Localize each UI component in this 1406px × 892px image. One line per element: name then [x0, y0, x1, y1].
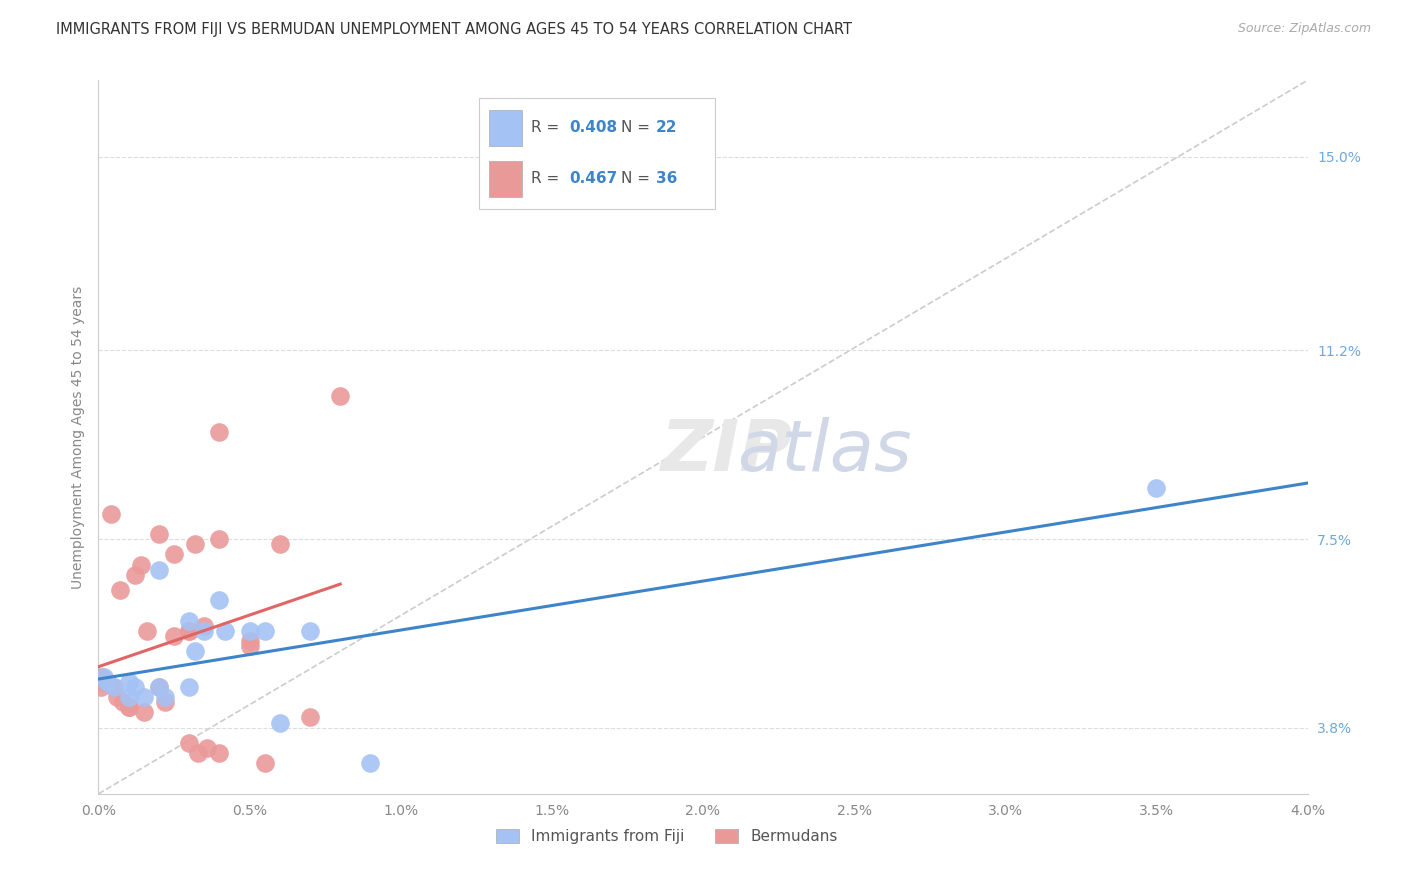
Point — [163, 547, 186, 561]
Legend: Immigrants from Fiji, Bermudans: Immigrants from Fiji, Bermudans — [489, 822, 844, 850]
Point — [153, 695, 176, 709]
Point — [148, 680, 170, 694]
Point — [208, 425, 231, 439]
Point — [148, 527, 170, 541]
Point — [187, 746, 209, 760]
Text: IMMIGRANTS FROM FIJI VS BERMUDAN UNEMPLOYMENT AMONG AGES 45 TO 54 YEARS CORRELAT: IMMIGRANTS FROM FIJI VS BERMUDAN UNEMPLO… — [56, 22, 852, 37]
Point — [93, 674, 115, 689]
Point — [269, 715, 291, 730]
Point — [329, 389, 352, 403]
Point — [135, 624, 157, 638]
Point — [90, 670, 112, 684]
Point — [179, 614, 201, 628]
Point — [184, 644, 207, 658]
Point — [214, 624, 236, 638]
Point — [124, 680, 146, 694]
Point — [193, 624, 215, 638]
Point — [105, 690, 128, 704]
Point — [96, 674, 118, 689]
Point — [239, 634, 262, 648]
Point — [1146, 481, 1168, 495]
Point — [239, 624, 262, 638]
Point — [96, 674, 118, 689]
Point — [239, 639, 262, 653]
Point — [129, 558, 152, 572]
Point — [360, 756, 382, 771]
Point — [208, 746, 231, 760]
Point — [93, 670, 115, 684]
Point — [299, 624, 322, 638]
Point — [153, 690, 176, 704]
Point — [124, 567, 146, 582]
Text: atlas: atlas — [737, 417, 911, 486]
Point — [184, 537, 207, 551]
Point — [299, 710, 322, 724]
Point — [253, 624, 276, 638]
Point — [103, 680, 125, 694]
Point — [118, 674, 141, 689]
Point — [208, 593, 231, 607]
Point — [163, 629, 186, 643]
Point — [179, 624, 201, 638]
Point — [148, 680, 170, 694]
Point — [103, 680, 125, 694]
Point — [179, 680, 201, 694]
Point — [179, 736, 201, 750]
Point — [132, 690, 155, 704]
Point — [111, 695, 134, 709]
Text: Source: ZipAtlas.com: Source: ZipAtlas.com — [1237, 22, 1371, 36]
Point — [148, 563, 170, 577]
Point — [118, 700, 141, 714]
Point — [90, 680, 112, 694]
Point — [253, 756, 276, 771]
Point — [193, 618, 215, 632]
Point — [269, 537, 291, 551]
Text: ZIP: ZIP — [661, 417, 793, 486]
Point — [132, 706, 155, 720]
Point — [208, 532, 231, 546]
Point — [118, 700, 141, 714]
Point — [100, 507, 122, 521]
Y-axis label: Unemployment Among Ages 45 to 54 years: Unemployment Among Ages 45 to 54 years — [70, 285, 84, 589]
Point — [108, 582, 131, 597]
Point — [118, 690, 141, 704]
Point — [179, 624, 201, 638]
Point — [195, 741, 218, 756]
